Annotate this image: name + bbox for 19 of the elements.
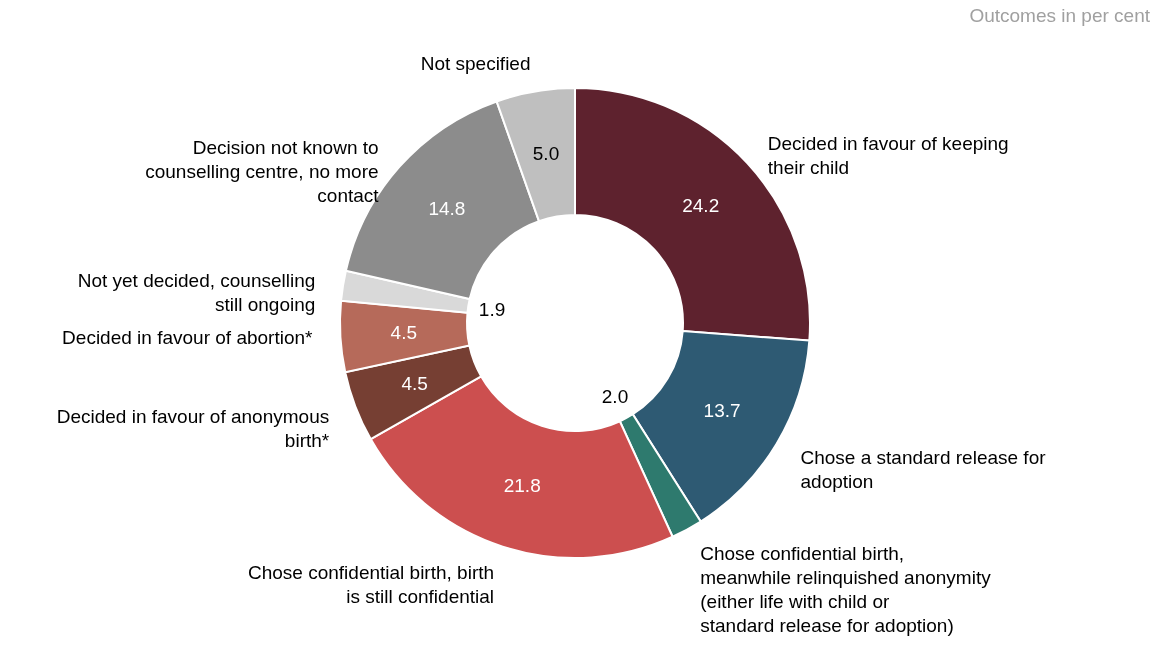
- data-label: 2.0: [601, 385, 629, 407]
- data-label: 21.8: [503, 475, 541, 497]
- data-label: 13.7: [703, 400, 741, 422]
- slice-label: Chose confidential birth, birth is still confidential: [247, 562, 495, 608]
- data-label: 1.9: [478, 298, 506, 320]
- text: Outcomes in per cent: [969, 5, 1151, 26]
- slice-label: Decided in favour of anonymous birth*: [56, 405, 330, 451]
- slice-label: Not yet decided, counselling still ongoing: [77, 270, 316, 316]
- data-label: 24.2: [682, 195, 720, 217]
- data-label: 4.5: [401, 373, 428, 395]
- slice-label: Decided in favour of abortion*: [62, 327, 314, 349]
- data-label: 4.5: [390, 321, 417, 343]
- data-label: 14.8: [428, 197, 466, 219]
- slice-label: Not specified: [420, 52, 531, 74]
- slice-label: Chose confidential birth, meanwhile relinquished anonymity (either life with child or standard release for adoption): [700, 543, 992, 637]
- slice-label: Decided in favour of keeping their child: [767, 133, 1009, 179]
- slice-label: Decision not known to counselling centre, no more contact: [145, 137, 380, 207]
- slice-label: Chose a standard release for adoption: [800, 447, 1047, 493]
- data-label: 5.0: [532, 142, 560, 164]
